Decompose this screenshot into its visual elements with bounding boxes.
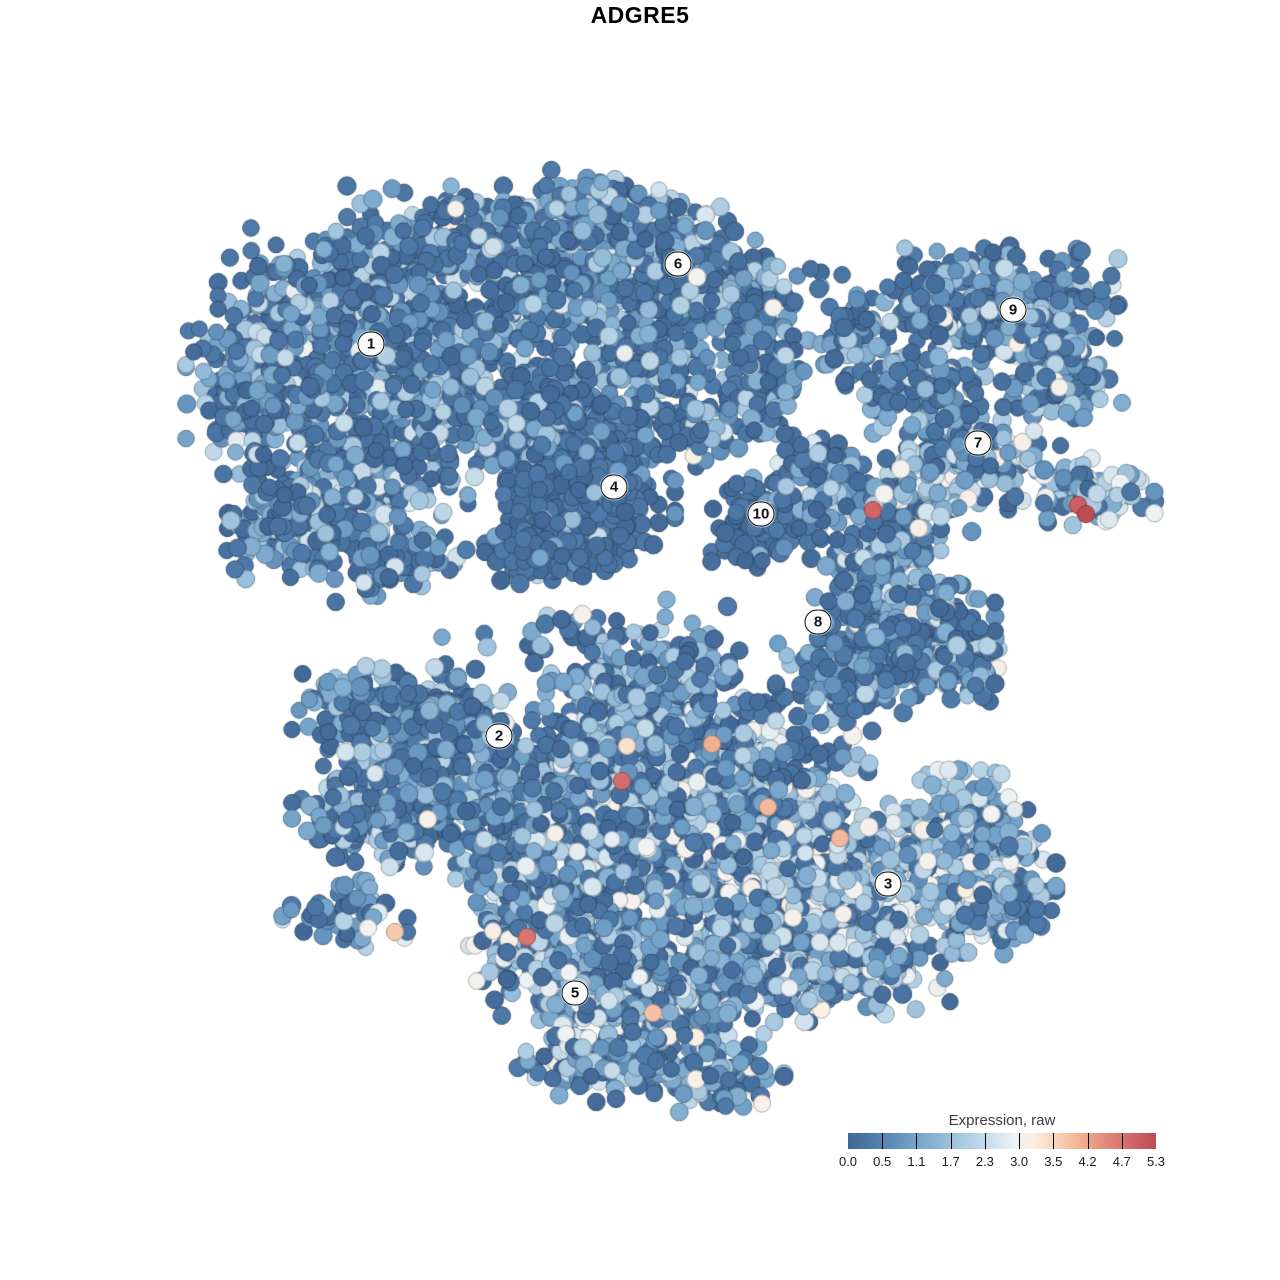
legend-tickmark: [950, 1133, 952, 1149]
legend-gradient-bar: [848, 1133, 1156, 1149]
legend-title: Expression, raw: [948, 1112, 1056, 1129]
legend-tick-label: 3.5: [1044, 1154, 1063, 1169]
legend-tickmark: [1053, 1133, 1055, 1149]
expression-legend: Expression, raw 0.0 0.5 1.1 1.7 2.3 3.0 3.5 4.2…: [839, 1112, 1165, 1172]
legend-tick-label: 1.1: [907, 1154, 926, 1169]
legend-tick-label: 2.3: [975, 1154, 994, 1169]
legend-tick-label: 0.5: [873, 1154, 892, 1169]
legend-tickmark: [916, 1133, 918, 1149]
legend-tickmark: [882, 1133, 884, 1149]
legend-tickmark: [1019, 1133, 1021, 1149]
legend-tick-label: 1.7: [941, 1154, 960, 1169]
legend-tick-label: 4.7: [1112, 1154, 1131, 1169]
legend-tick-label: 3.0: [1010, 1154, 1029, 1169]
legend-tick-label: 5.3: [1146, 1154, 1166, 1169]
legend-tickmark: [1087, 1133, 1089, 1149]
legend-tickmark: [1121, 1133, 1123, 1149]
legend-tickmark: [984, 1133, 986, 1149]
legend-tick-label: 4.2: [1078, 1154, 1097, 1169]
legend-tick-label: 0.0: [838, 1154, 858, 1169]
